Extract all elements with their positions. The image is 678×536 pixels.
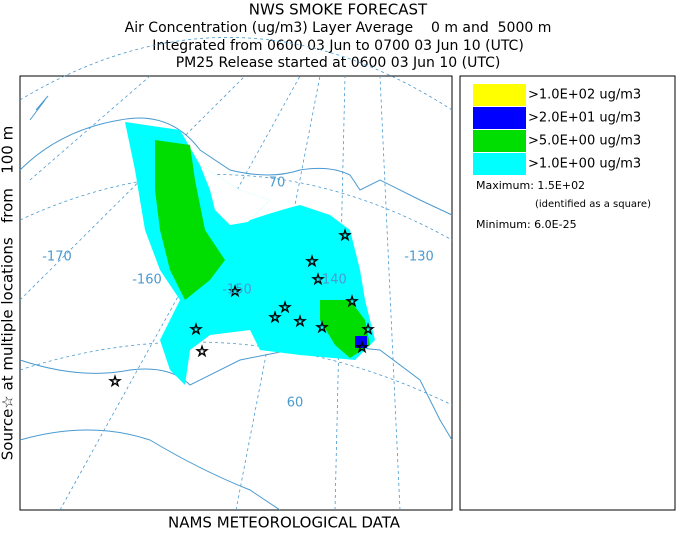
subtitle: PM25 Release started at 0600 03 Jun 10 (… (176, 55, 501, 71)
svg-text:☆: ☆ (196, 344, 209, 360)
svg-text:☆: ☆ (312, 272, 325, 288)
title: NWS SMOKE FORECAST (249, 1, 428, 19)
maximum: Maximum: 1.5E+02 (476, 179, 585, 192)
coastline (29, 95, 49, 121)
legend-swatch (473, 107, 526, 129)
graticule (19, 37, 453, 111)
legend-label: >1.0E+02 ug/m3 (528, 88, 641, 103)
legend-swatch (473, 153, 526, 175)
map: ☆☆ ☆☆ ☆☆ ☆☆ ☆☆ ☆☆ ☆☆ -170 -160 -150 -140… (19, 37, 453, 511)
legend-swatch (473, 84, 526, 106)
side-label: Source☆ at multiple locations from 100 m (0, 126, 17, 460)
svg-text:☆: ☆ (269, 310, 282, 326)
svg-text:☆: ☆ (190, 322, 203, 338)
plume-max (355, 336, 367, 348)
plume-gap (200, 165, 270, 225)
lon-label: -170 (42, 250, 72, 265)
maximum-note: (identified as a square) (535, 199, 651, 210)
footer: NAMS METEOROLOGICAL DATA (168, 514, 401, 532)
subtitle: Integrated from 0600 03 Jun to 0700 03 J… (152, 38, 524, 54)
svg-text:☆: ☆ (362, 322, 375, 338)
svg-text:☆: ☆ (109, 374, 122, 390)
legend-label: >1.0E+00 ug/m3 (528, 157, 641, 172)
svg-text:☆: ☆ (356, 340, 369, 356)
lon-label: -150 (222, 283, 252, 298)
lon-label: -140 (317, 273, 347, 288)
graticule (19, 174, 453, 241)
legend-label: >5.0E+00 ug/m3 (528, 134, 641, 149)
svg-text:☆: ☆ (316, 320, 329, 336)
subtitle: Air Concentration (ug/m3) Layer Average … (125, 20, 552, 36)
svg-text:☆: ☆ (294, 314, 307, 330)
legend-label: >2.0E+01 ug/m3 (528, 111, 641, 126)
svg-text:☆: ☆ (346, 294, 359, 310)
lat-label: 60 (287, 396, 304, 411)
minimum: Minimum: 6.0E-25 (476, 218, 577, 231)
svg-text:☆: ☆ (229, 284, 242, 300)
svg-text:☆: ☆ (279, 300, 292, 316)
lon-label: -160 (132, 273, 162, 288)
legend: Maximum: 1.5E+02 (identified as a square… (459, 75, 676, 511)
legend-swatch (473, 130, 526, 152)
plume-core (155, 140, 225, 300)
lon-label: -130 (404, 250, 434, 265)
svg-text:☆: ☆ (306, 254, 319, 270)
graticule (19, 341, 453, 406)
coastline (19, 117, 453, 216)
lat-label: 70 (269, 176, 286, 191)
sources: ☆☆ ☆☆ ☆☆ ☆☆ ☆☆ ☆☆ ☆☆ (108, 228, 375, 391)
svg-text:☆: ☆ (339, 228, 352, 244)
